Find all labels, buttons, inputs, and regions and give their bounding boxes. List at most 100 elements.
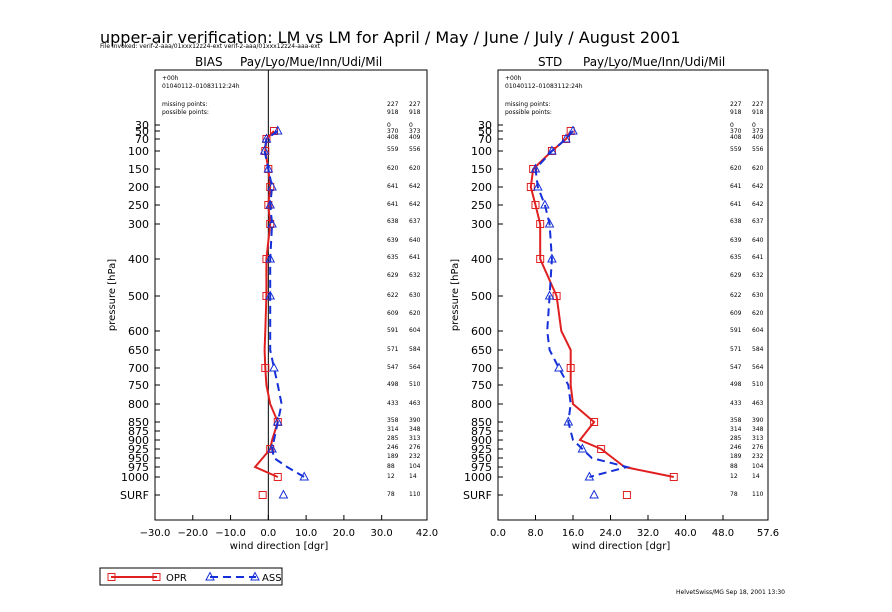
count-value: 642 [752, 183, 764, 190]
y-tick-label: 150 [128, 163, 149, 176]
count-value: 314 [730, 426, 742, 433]
count-value: 640 [409, 237, 421, 244]
x-tick-label: 10.0 [295, 528, 317, 539]
missing-label: missing points: [505, 101, 550, 108]
y-tick-label: 950 [471, 452, 492, 465]
y-tick-label: SURF [120, 489, 149, 502]
count-value: 285 [730, 435, 742, 442]
count-value: 373 [409, 128, 421, 135]
legend-ass-label: ASS [262, 573, 282, 584]
count-value: 642 [409, 183, 421, 190]
std-panel: STD Pay/Lyo/Mue/Inn/Udi/Mil +00h01040112–0… [450, 55, 779, 552]
opr-point [536, 255, 545, 263]
count-value: 564 [409, 364, 421, 371]
y-tick-label: 600 [128, 325, 149, 338]
possible-count: 918 [387, 109, 399, 116]
lead-time: +00h [162, 75, 179, 82]
count-value: 510 [409, 381, 421, 388]
y-tick-label: 300 [128, 218, 149, 231]
count-value: 370 [730, 128, 742, 135]
x-tick-label: 8.0 [528, 528, 544, 539]
count-value: 620 [409, 165, 421, 172]
y-tick-label: 925 [471, 443, 492, 456]
x-tick-label: 40.0 [674, 528, 696, 539]
y-tick-label: 500 [471, 290, 492, 303]
ass-point [265, 290, 276, 300]
count-value: 12 [387, 473, 395, 480]
ass-point [263, 163, 274, 173]
y-tick-label: 200 [128, 181, 149, 194]
count-value: 0 [730, 122, 734, 129]
count-value: 591 [387, 327, 399, 334]
ass-point [547, 253, 557, 263]
ass-point [561, 133, 571, 143]
count-value: 110 [409, 491, 421, 498]
count-value: 276 [409, 444, 421, 451]
y-tick-label: 500 [128, 290, 149, 303]
x-tick-label: 57.6 [757, 528, 779, 539]
count-value: 0 [409, 122, 413, 129]
opr-point [622, 491, 631, 499]
y-tick-label: 975 [471, 461, 492, 474]
ass-point [554, 362, 564, 372]
y-tick-label: 400 [128, 253, 149, 266]
opr-point [526, 183, 535, 191]
count-value: 604 [752, 327, 764, 334]
count-value: 620 [752, 165, 764, 172]
panel-title: BIAS [195, 55, 223, 69]
ass-point [540, 199, 550, 209]
count-value: 584 [752, 346, 764, 353]
ass-point [584, 471, 595, 481]
count-value: 559 [387, 146, 399, 153]
count-value: 559 [730, 146, 742, 153]
opr-point [597, 445, 606, 453]
y-tick-label: 250 [471, 199, 492, 212]
count-value: 373 [752, 128, 764, 135]
opr-point [590, 418, 599, 426]
count-value: 463 [409, 400, 421, 407]
y-tick-label: 150 [471, 163, 492, 176]
count-value: 571 [387, 346, 399, 353]
y-tick-label: 70 [135, 133, 149, 146]
footer-timestamp: HelvetSwiss/MG Sep 18, 2001 13:30 [676, 589, 785, 596]
y-tick-label: SURF [463, 489, 492, 502]
count-value: 622 [730, 292, 742, 299]
count-value: 246 [387, 444, 399, 451]
opr-point [669, 473, 678, 481]
y-tick-label: 850 [471, 416, 492, 429]
y-tick-label: 600 [471, 325, 492, 338]
ass-point [278, 489, 289, 499]
count-value: 635 [730, 254, 742, 261]
opr-point [261, 364, 270, 372]
count-value: 622 [387, 292, 399, 299]
ass-point [568, 125, 578, 135]
count-value: 232 [409, 453, 421, 460]
count-value: 556 [752, 146, 764, 153]
count-value: 189 [387, 453, 399, 460]
count-value: 313 [409, 435, 421, 442]
legend-box [99, 567, 283, 586]
y-tick-label: 850 [128, 416, 149, 429]
count-value: 104 [409, 463, 421, 470]
x-tick-label: 16.0 [562, 528, 584, 539]
y-tick-label: 750 [471, 379, 492, 392]
count-value: 564 [752, 364, 764, 371]
x-tick-label: −30.0 [140, 528, 171, 539]
count-value: 632 [752, 272, 764, 279]
x-tick-label: 0.0 [490, 528, 506, 539]
x-tick-label: 30.0 [371, 528, 393, 539]
opr-point [552, 292, 561, 300]
x-tick-label: −20.0 [177, 528, 208, 539]
count-value: 246 [730, 444, 742, 451]
missing-count: 227 [752, 101, 764, 108]
count-value: 358 [387, 417, 399, 424]
y-tick-label: 700 [471, 362, 492, 375]
ass-point [577, 443, 588, 453]
count-value: 641 [730, 183, 742, 190]
ass-point [533, 181, 543, 191]
legend-opr-label: OPR [166, 573, 187, 584]
count-value: 390 [409, 417, 421, 424]
count-value: 498 [387, 381, 399, 388]
y-tick-label: 875 [471, 425, 492, 438]
x-axis-label: wind direction [dgr] [230, 541, 329, 552]
